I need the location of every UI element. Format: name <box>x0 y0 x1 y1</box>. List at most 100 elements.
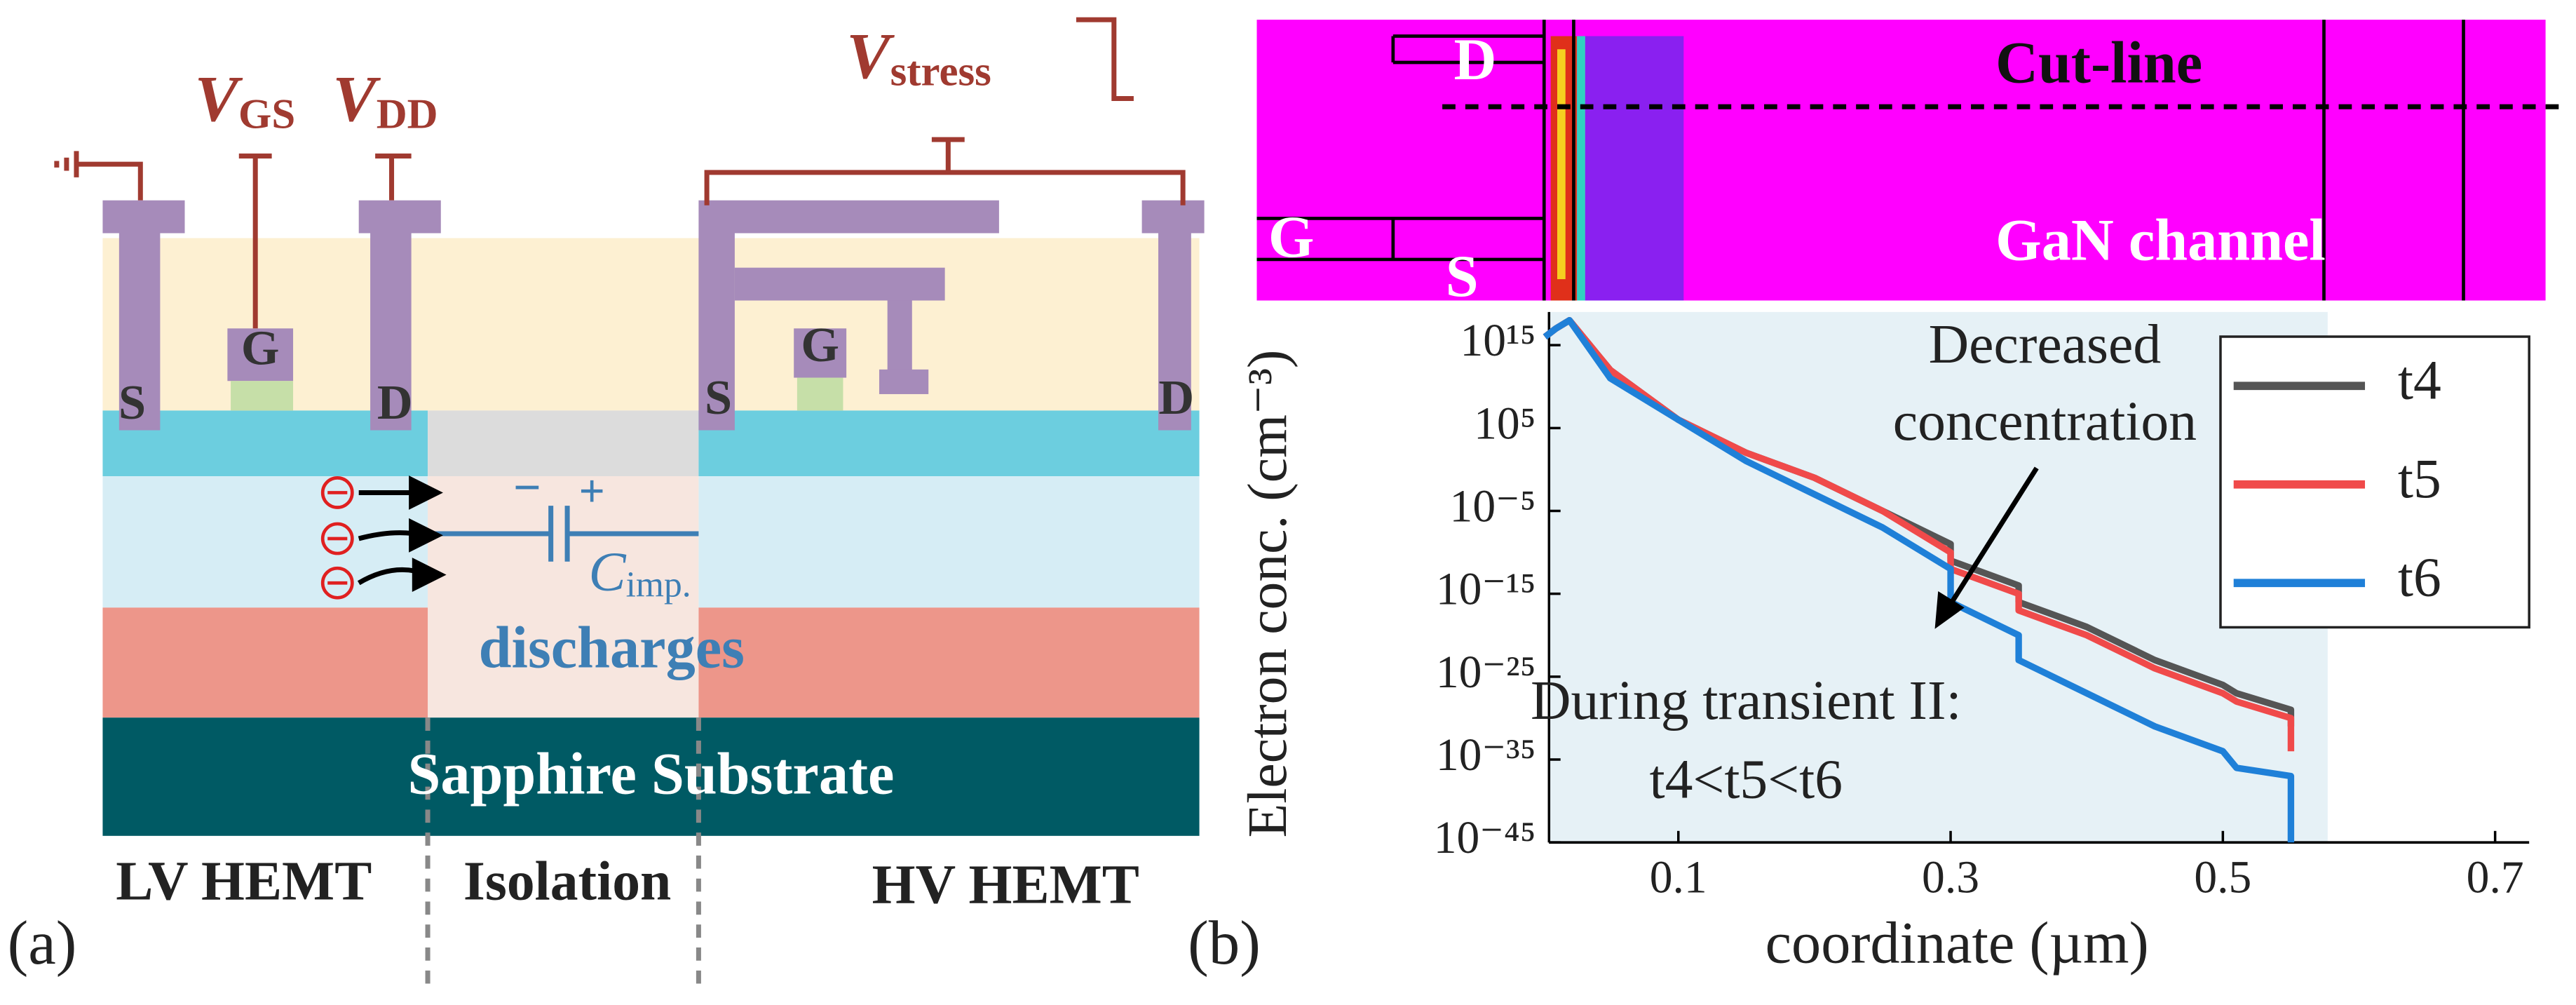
capacitor-labels-part: + <box>578 466 604 517</box>
panel-a-layers-part <box>698 607 1200 718</box>
panel-label: (a) <box>8 909 77 978</box>
electron-arrows-part <box>409 475 447 592</box>
contacts-part <box>1141 200 1205 234</box>
sources-part-part: V <box>195 62 243 135</box>
legend-label: t4 <box>2398 350 2441 412</box>
terminals-part: D <box>377 375 413 430</box>
sources-part-part: V <box>846 20 895 92</box>
contacts-part <box>231 381 294 411</box>
panel-a-layers-part <box>698 476 1200 608</box>
capacitor-labels-part-part: C <box>589 541 627 603</box>
contacts-part <box>698 233 735 431</box>
electrons-part <box>320 476 354 509</box>
annotation: Decreased <box>1929 313 2161 375</box>
y-tick-label: 10⁻³⁵ <box>1436 730 1536 781</box>
legend-label: t6 <box>2398 546 2441 608</box>
annotation-arrowhead <box>1934 591 1965 629</box>
map-labels-part: GaN channel <box>1995 208 2326 274</box>
device-map-part <box>1577 36 1585 301</box>
terminals: S G D S G D <box>118 318 1194 430</box>
contacts-part <box>734 267 945 301</box>
device-map <box>1256 20 2565 301</box>
sources-part-part: stress <box>890 48 991 95</box>
terminals-part: D <box>1158 370 1194 425</box>
region-labels-part: LV HEMT <box>116 851 372 912</box>
y-tick-label: 10⁻⁴⁵ <box>1434 813 1536 863</box>
capacitor-labels-part: discharges <box>479 615 745 680</box>
electrons-part <box>320 522 354 555</box>
terminals-part: G <box>241 321 280 376</box>
electrons <box>320 476 354 600</box>
sources-part: VDD <box>332 62 438 137</box>
electrons-part <box>320 566 354 600</box>
contacts-part <box>1158 233 1191 431</box>
panel-a-layers-part <box>102 717 1200 836</box>
sources-part-part: DD <box>377 91 438 138</box>
contacts-part <box>370 233 412 431</box>
y-tick-label: 10¹⁵ <box>1460 316 1536 366</box>
panel-label: (b) <box>1188 909 1261 978</box>
capacitor <box>431 506 699 562</box>
capacitor-labels-part: Cimp. <box>589 541 691 605</box>
sources: VGS VDD Vstress <box>195 20 991 137</box>
panel-a-layers-part <box>102 476 428 608</box>
series-line <box>1543 317 2295 843</box>
region-labels-part: HV HEMT <box>872 854 1139 915</box>
y-tick-label: 10⁵ <box>1474 398 1536 449</box>
map-labels-part: S <box>1446 244 1479 309</box>
panel-a-layers-part <box>102 607 428 718</box>
device-map-part <box>1585 36 1684 301</box>
x-tick-label: 0.3 <box>1922 852 1979 903</box>
wiring-part <box>238 153 272 329</box>
sources-part-part: V <box>332 62 381 135</box>
map-labels-part: G <box>1268 205 1315 270</box>
substrate-label: Sapphire Substrate <box>408 742 895 807</box>
capacitor-labels-part-part: imp. <box>626 565 691 605</box>
contacts <box>102 200 1205 431</box>
device-map-part <box>1256 20 2465 301</box>
wiring-part <box>375 153 412 201</box>
contacts-part <box>358 200 441 234</box>
highlight-region <box>1549 311 2328 843</box>
device-map-part <box>1557 49 1566 280</box>
y-tick-label: 10⁻⁵ <box>1450 482 1536 532</box>
annotation: concentration <box>1893 391 2197 452</box>
map-labels-part: Cut-line <box>1995 31 2202 96</box>
contacts-part <box>887 300 912 375</box>
contacts-part <box>698 200 999 234</box>
legend-label: t5 <box>2398 448 2441 510</box>
terminals-part: G <box>801 318 839 372</box>
capacitor-labels: − + Cimp. discharges <box>479 461 745 681</box>
annotation-arrow <box>1944 466 2039 612</box>
capacitor-labels-part: − <box>513 461 541 515</box>
panel-a-layers-part <box>698 410 1200 477</box>
region-labels: LV HEMT Isolation HV HEMT <box>116 851 1139 916</box>
device-map-part <box>1256 20 2546 301</box>
x-tick-label: 0.1 <box>1650 852 1707 903</box>
contacts-part <box>796 377 843 411</box>
electron-arrows <box>357 475 447 592</box>
contacts-part <box>118 233 161 431</box>
contacts-part <box>794 328 847 378</box>
wiring-part <box>54 151 143 201</box>
sources-part: Vstress <box>846 20 991 95</box>
y-tick-label: 10⁻¹⁵ <box>1436 565 1536 615</box>
contacts-part <box>102 200 185 234</box>
wiring <box>54 17 1186 329</box>
panel-a-layers-part <box>428 410 699 477</box>
wiring-part <box>704 137 1186 205</box>
map-labels: D G S Cut-line GaN channel <box>1268 27 2326 309</box>
wiring-part <box>1076 17 1134 102</box>
terminals-part: S <box>705 370 732 425</box>
x-axis-label: coordinate (µm) <box>1765 911 2149 976</box>
series-line <box>1543 317 2295 752</box>
annotation: During transient II: <box>1531 670 1962 731</box>
contacts-part <box>227 328 294 382</box>
sources-part: VGS <box>195 62 296 137</box>
terminals-part: S <box>118 375 146 430</box>
x-tick-label: 0.5 <box>2194 852 2251 903</box>
panel-a-layers-part <box>428 476 699 718</box>
y-tick-label: 10⁻²⁵ <box>1436 647 1536 698</box>
contacts-part <box>879 369 929 394</box>
